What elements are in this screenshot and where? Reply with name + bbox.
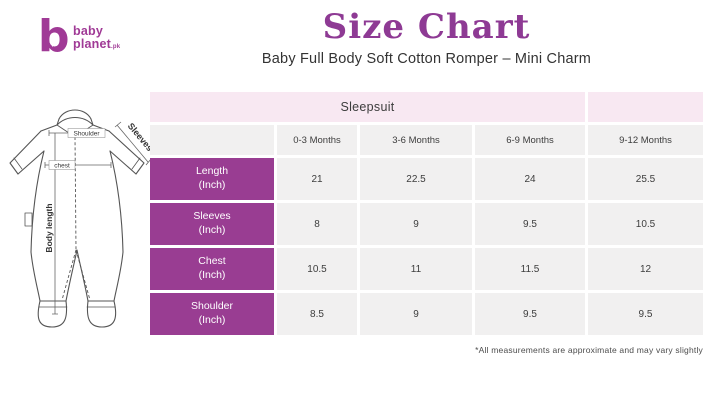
shoulder-label-box: [67, 128, 106, 138]
sleeves-label: Sleeves: [126, 121, 153, 153]
page-title: Size Chart: [322, 7, 531, 47]
cell-shoulder-9-12: 9.5: [588, 293, 703, 335]
heart-icon: ♥: [49, 36, 57, 50]
shoulder-seams: [40, 124, 110, 132]
left-sleeve: [9, 130, 45, 175]
cell-sleeves-0-3: 8: [277, 203, 357, 245]
column-header-6-9-months: 6-9 Months: [475, 125, 585, 155]
logo-word-baby: baby: [73, 23, 103, 38]
zipper-dashed-right: [75, 249, 91, 301]
cell-length-0-3: 21: [277, 158, 357, 200]
left-leg-outer: [30, 251, 41, 302]
logo-b-glyph: b: [38, 11, 70, 62]
size-table: Sleepsuit 0-3 Months 3-6 Months 6-9 Mont…: [150, 92, 703, 335]
row-label-shoulder: Shoulder (Inch): [150, 293, 274, 335]
row-label-sleeves: Sleeves (Inch): [150, 203, 274, 245]
table-group-header: Sleepsuit: [150, 92, 585, 122]
logo-word-planet: planet.pk: [73, 37, 121, 51]
cell-chest-6-9: 11.5: [475, 248, 585, 290]
cell-length-3-6: 22.5: [360, 158, 472, 200]
left-foot: [37, 300, 68, 328]
side-tag: [24, 212, 33, 227]
cell-chest-3-6: 11: [360, 248, 472, 290]
row-label-length: Length (Inch): [150, 158, 274, 200]
logo-b-mark: b ♥: [38, 11, 70, 62]
inner-legs: [65, 249, 89, 302]
table-corner-cell: [150, 125, 274, 155]
chest-label: chest: [54, 163, 70, 170]
table-group-header-spacer: [588, 92, 703, 122]
zipper-dashed-center: [74, 136, 77, 251]
right-cuff-line: [131, 157, 141, 170]
torso-right: [109, 150, 124, 253]
chest-label-box: [48, 160, 76, 170]
column-header-9-12-months: 9-12 Months: [588, 125, 703, 155]
cell-shoulder-3-6: 9: [360, 293, 472, 335]
product-subtitle: Baby Full Body Soft Cotton Romper – Mini…: [261, 51, 592, 68]
collar-outline: [58, 109, 92, 120]
measurement-disclaimer: *All measurements are approximate and ma…: [475, 345, 703, 355]
zipper-dashed-left: [61, 249, 77, 301]
romper-illustration: Shoulder chest Body length Sleeves: [9, 109, 153, 328]
cell-sleeves-9-12: 10.5: [588, 203, 703, 245]
cell-sleeves-3-6: 9: [360, 203, 472, 245]
cell-length-6-9: 24: [475, 158, 585, 200]
header: Size Chart Baby Full Body Soft Cotton Ro…: [150, 7, 703, 68]
body-length-label: Body length: [44, 203, 54, 252]
logo-suffix: .pk: [111, 44, 121, 50]
right-leg-outer: [113, 251, 124, 302]
cell-shoulder-6-9: 9.5: [475, 293, 585, 335]
shoulder-label: Shoulder: [73, 131, 100, 138]
cell-chest-0-3: 10.5: [277, 248, 357, 290]
left-cuff-line: [13, 157, 23, 170]
cell-sleeves-6-9: 9.5: [475, 203, 585, 245]
row-label-chest: Chest (Inch): [150, 248, 274, 290]
cell-shoulder-0-3: 8.5: [277, 293, 357, 335]
right-foot: [86, 300, 117, 328]
cell-chest-9-12: 12: [588, 248, 703, 290]
torso-left: [30, 150, 45, 253]
column-header-3-6-months: 3-6 Months: [360, 125, 472, 155]
right-sleeve: [108, 130, 145, 175]
column-header-0-3-months: 0-3 Months: [277, 125, 357, 155]
cell-length-9-12: 25.5: [588, 158, 703, 200]
logo-wordmark: baby planet.pk: [73, 23, 121, 52]
brand-logo: b ♥ baby planet.pk: [38, 11, 121, 62]
collar-band: [56, 116, 94, 126]
